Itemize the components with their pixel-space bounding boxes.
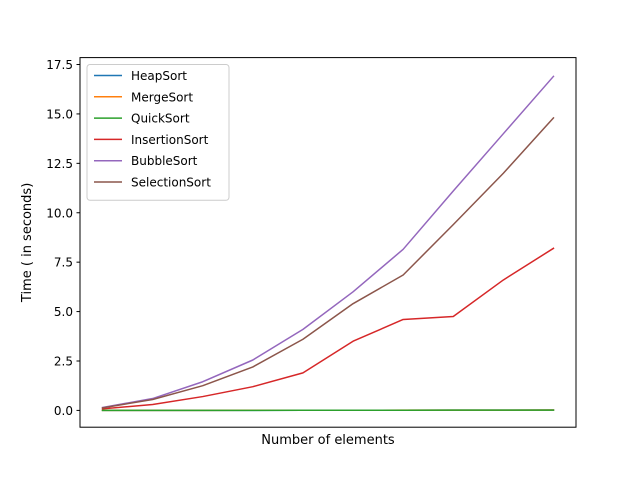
- y-axis-ticks: 0.0 2.5 5.0 7.5 10.0 12.5 15.0 17.5: [46, 58, 80, 418]
- series-layer: [101, 75, 555, 412]
- y-tick-label: 0.0: [54, 404, 73, 418]
- legend-box: [86, 64, 230, 201]
- y-tick-label: 15.0: [46, 107, 73, 121]
- x-axis-label: Number of elements: [261, 433, 395, 448]
- legend-label: HeapSort: [131, 69, 187, 83]
- y-tick-label: 2.5: [54, 354, 73, 368]
- series-line-insertionsort: [101, 247, 555, 410]
- legend-label: InsertionSort: [131, 133, 209, 147]
- axes-frame: [79, 57, 577, 428]
- series-line-bubblesort: [101, 75, 555, 409]
- legend-label: BubbleSort: [131, 154, 198, 168]
- y-tick-label: 5.0: [54, 305, 73, 319]
- legend-label: SelectionSort: [131, 176, 211, 190]
- legend-label: MergeSort: [131, 90, 193, 104]
- series-line-selectionsort: [101, 116, 555, 409]
- y-tick-label: 7.5: [54, 256, 73, 270]
- y-tick-label: 12.5: [46, 157, 73, 171]
- y-axis-label: Time ( in seconds): [20, 183, 35, 303]
- legend: HeapSort MergeSort QuickSort InsertionSort B…: [86, 64, 230, 201]
- y-tick-label: 10.0: [46, 206, 73, 220]
- y-tick-label: 17.5: [46, 58, 73, 72]
- legend-label: QuickSort: [131, 112, 190, 126]
